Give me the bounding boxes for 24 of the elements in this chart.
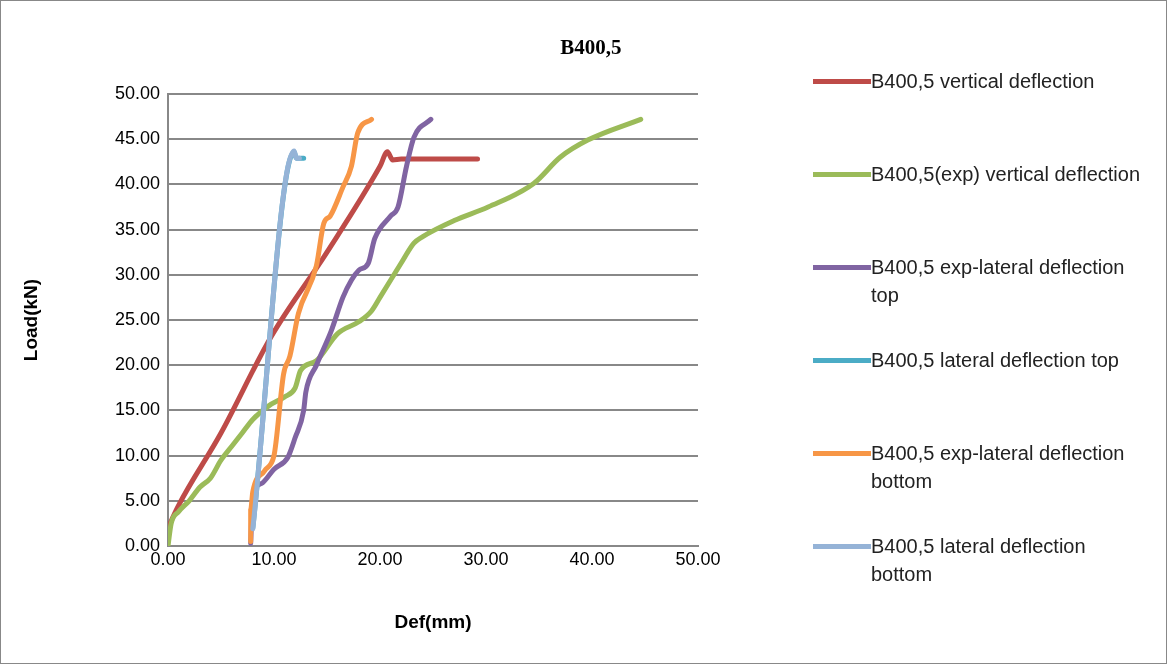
y-tick-label: 40.00 xyxy=(114,173,160,194)
legend-label: B400,5 exp-lateral deflection top xyxy=(871,255,1126,308)
y-tick-label: 15.00 xyxy=(114,399,160,420)
x-axis-title: Def(mm) xyxy=(394,610,472,632)
y-tick-label: 45.00 xyxy=(114,128,160,149)
y-axis-title: Load(kN) xyxy=(19,278,41,362)
x-tick-label: 50.00 xyxy=(675,548,721,569)
y-tick-label: 50.00 xyxy=(114,82,160,103)
y-tick-label: 30.00 xyxy=(114,263,160,284)
x-tick-label: 40.00 xyxy=(569,548,615,569)
legend-label: B400,5 lateral deflection top xyxy=(871,348,1119,373)
y-tick-label: 5.00 xyxy=(124,489,160,510)
x-tick-label: 10.00 xyxy=(251,548,297,569)
chart-title: B400,5 xyxy=(559,35,623,60)
legend-label: B400,5 vertical deflection xyxy=(871,69,1095,94)
y-tick-label: 10.00 xyxy=(114,444,160,465)
x-tick-label: 20.00 xyxy=(357,548,403,569)
legend-label: B400,5 lateral deflection bottom xyxy=(871,534,1087,587)
legend-label: B400,5 exp-lateral deflection bottom xyxy=(871,441,1126,494)
y-tick-label: 20.00 xyxy=(114,354,160,375)
x-tick-label: 30.00 xyxy=(463,548,509,569)
y-tick-label: 35.00 xyxy=(114,218,160,239)
legend-label: B400,5(exp) vertical deflection xyxy=(871,162,1141,187)
y-tick-label: 25.00 xyxy=(114,308,160,329)
